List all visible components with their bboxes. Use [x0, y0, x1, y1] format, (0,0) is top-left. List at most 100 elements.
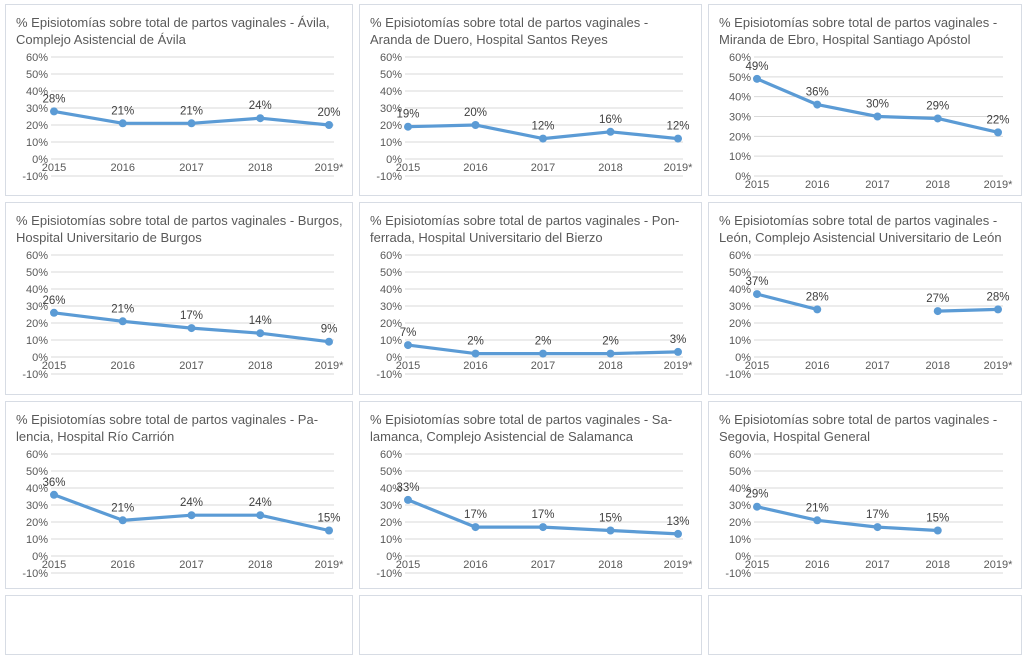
- line-chart-palencia: 60% 50% 40% 30% 20% 10% 0% -10% 2015 2016 2017 2018…: [16, 448, 348, 583]
- chart-canvas: 60% 50% 40% 30% 20% 10% 0% -10%2015 2016 2017 2018…: [22, 52, 344, 183]
- svg-text:10%: 10%: [729, 335, 751, 347]
- svg-text:-10%: -10%: [22, 568, 48, 580]
- svg-text:2016: 2016: [463, 360, 487, 372]
- chart-title-line2: León, Complejo Asistencial Universitario…: [719, 230, 1002, 245]
- svg-text:0%: 0%: [735, 171, 751, 183]
- chart-canvas: 60% 50% 40% 30% 20% 10% 0% -10%2015 2016 2017 2018…: [22, 250, 344, 381]
- line-chart-segovia: 60% 50% 40% 30% 20% 10% 0% -10% 2015 2016 2017 2018…: [719, 448, 1017, 583]
- svg-text:40%: 40%: [26, 86, 48, 98]
- svg-text:-10%: -10%: [22, 369, 48, 381]
- svg-text:33%: 33%: [396, 482, 419, 494]
- svg-text:40%: 40%: [729, 483, 751, 495]
- svg-text:7%: 7%: [400, 327, 417, 339]
- svg-text:21%: 21%: [111, 502, 134, 514]
- svg-text:-10%: -10%: [22, 171, 48, 183]
- svg-text:28%: 28%: [806, 291, 829, 303]
- svg-text:20%: 20%: [26, 318, 48, 330]
- line-chart-burgos: 60% 50% 40% 30% 20% 10% 0% -10% 2015 2016 2017 2018…: [16, 249, 348, 384]
- partial-card-bottom-1: [5, 595, 353, 655]
- svg-text:20%: 20%: [380, 318, 402, 330]
- svg-text:2018: 2018: [598, 360, 622, 372]
- svg-text:0%: 0%: [386, 154, 402, 166]
- svg-text:20%: 20%: [380, 120, 402, 132]
- chart-card-burgos: % Episiotomías sobre total de partos vag…: [5, 202, 353, 395]
- chart-card-miranda-de-ebro: % Episiotomías sobre total de partos vag…: [708, 4, 1022, 196]
- chart-title: % Episiotomías sobre total de partos vag…: [370, 411, 697, 445]
- chart-title-line2: lencia, Hospital Río Carrión: [16, 429, 175, 444]
- chart-title-line1: % Episiotomías sobre total de partos vag…: [16, 15, 330, 30]
- svg-text:2015: 2015: [396, 162, 420, 174]
- svg-text:10%: 10%: [26, 335, 48, 347]
- svg-text:2016: 2016: [805, 559, 829, 571]
- svg-text:2018: 2018: [248, 559, 272, 571]
- svg-text:40%: 40%: [26, 483, 48, 495]
- svg-text:2019*: 2019*: [664, 162, 693, 174]
- svg-text:2019*: 2019*: [664, 559, 693, 571]
- svg-text:30%: 30%: [729, 112, 751, 124]
- chart-title: % Episiotomías sobre total de partos vag…: [16, 14, 348, 48]
- svg-text:2016: 2016: [111, 162, 135, 174]
- svg-text:2019*: 2019*: [984, 179, 1013, 191]
- chart-title-line2: Aranda de Duero, Hospital Santos Reyes: [370, 32, 608, 47]
- chart-title-line2: ferrada, Hospital Universitario del Bier…: [370, 230, 603, 245]
- chart-canvas: 60% 50% 40% 30% 20% 10% 0% -10%2015 2016 2017 2018…: [725, 250, 1013, 381]
- svg-text:16%: 16%: [599, 114, 622, 126]
- svg-text:10%: 10%: [380, 534, 402, 546]
- svg-text:2015: 2015: [396, 360, 420, 372]
- chart-card-segovia: % Episiotomías sobre total de partos vag…: [708, 401, 1022, 589]
- svg-text:19%: 19%: [396, 109, 419, 121]
- svg-text:20%: 20%: [26, 517, 48, 529]
- svg-text:2017: 2017: [179, 360, 203, 372]
- chart-title-line2: Complejo Asistencial de Ávila: [16, 32, 186, 47]
- svg-text:3%: 3%: [670, 334, 687, 346]
- svg-text:21%: 21%: [111, 303, 134, 315]
- svg-text:2016: 2016: [805, 179, 829, 191]
- svg-text:40%: 40%: [729, 92, 751, 104]
- svg-text:50%: 50%: [380, 267, 402, 279]
- line-chart-leon: 60% 50% 40% 30% 20% 10% 0% -10% 2015 2016 2017 2018…: [719, 249, 1017, 384]
- svg-text:21%: 21%: [111, 105, 134, 117]
- svg-text:2%: 2%: [535, 336, 552, 348]
- svg-text:20%: 20%: [729, 517, 751, 529]
- chart-title: % Episiotomías sobre total de partos vag…: [370, 14, 697, 48]
- chart-title: % Episiotomías sobre total de partos vag…: [719, 14, 1017, 48]
- svg-text:0%: 0%: [32, 154, 48, 166]
- svg-text:0%: 0%: [735, 551, 751, 563]
- svg-text:36%: 36%: [806, 87, 829, 99]
- chart-title: % Episiotomías sobre total de partos vag…: [719, 212, 1017, 246]
- svg-text:60%: 60%: [380, 52, 402, 64]
- svg-text:2019*: 2019*: [315, 360, 344, 372]
- svg-text:2017: 2017: [179, 162, 203, 174]
- svg-text:60%: 60%: [729, 250, 751, 262]
- chart-title-line2: lamanca, Complejo Asistencial de Salaman…: [370, 429, 634, 444]
- chart-card-avila: % Episiotomías sobre total de partos vag…: [5, 4, 353, 196]
- svg-text:50%: 50%: [729, 267, 751, 279]
- chart-title-line2: Segovia, Hospital General: [719, 429, 871, 444]
- svg-text:50%: 50%: [729, 72, 751, 84]
- svg-text:2017: 2017: [865, 360, 889, 372]
- chart-title-line2: Miranda de Ebro, Hospital Santiago Apóst…: [719, 32, 971, 47]
- svg-text:2019*: 2019*: [984, 559, 1013, 571]
- svg-text:21%: 21%: [180, 105, 203, 117]
- chart-title-line1: % Episiotomías sobre total de partos vag…: [370, 15, 649, 30]
- svg-text:60%: 60%: [380, 250, 402, 262]
- svg-text:-10%: -10%: [376, 369, 402, 381]
- svg-text:40%: 40%: [729, 284, 751, 296]
- svg-text:60%: 60%: [26, 449, 48, 461]
- svg-text:10%: 10%: [729, 151, 751, 163]
- svg-text:12%: 12%: [531, 121, 554, 133]
- svg-text:30%: 30%: [26, 103, 48, 115]
- svg-text:20%: 20%: [464, 107, 487, 119]
- svg-text:2015: 2015: [745, 559, 769, 571]
- svg-text:10%: 10%: [729, 534, 751, 546]
- svg-text:28%: 28%: [42, 93, 65, 105]
- line-chart-aranda-de-duero: 60% 50% 40% 30% 20% 10% 0% -10% 2015 2016 2017 2018…: [370, 51, 697, 186]
- svg-text:15%: 15%: [317, 513, 340, 525]
- chart-title-line1: % Episiotomías sobre total de partos vag…: [719, 15, 998, 30]
- svg-text:2018: 2018: [926, 179, 950, 191]
- svg-text:60%: 60%: [26, 250, 48, 262]
- svg-text:2015: 2015: [42, 559, 66, 571]
- svg-text:21%: 21%: [806, 502, 829, 514]
- svg-text:9%: 9%: [321, 324, 338, 336]
- svg-text:2019*: 2019*: [984, 360, 1013, 372]
